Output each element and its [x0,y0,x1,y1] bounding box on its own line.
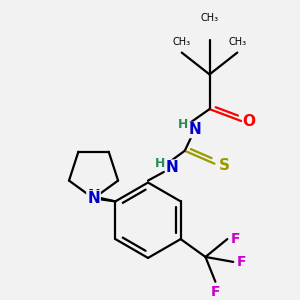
Text: CH₃: CH₃ [173,37,191,46]
Text: F: F [211,285,220,299]
Text: N: N [188,122,201,137]
Text: N: N [87,189,100,204]
Text: N: N [166,160,178,175]
Text: N: N [87,191,100,206]
Text: CH₃: CH₃ [228,37,246,46]
Text: O: O [243,113,256,128]
Text: F: F [230,232,240,246]
Text: S: S [219,158,230,173]
Text: F: F [236,255,246,269]
Text: H: H [155,157,165,170]
Text: H: H [178,118,188,130]
Text: CH₃: CH₃ [200,13,219,23]
